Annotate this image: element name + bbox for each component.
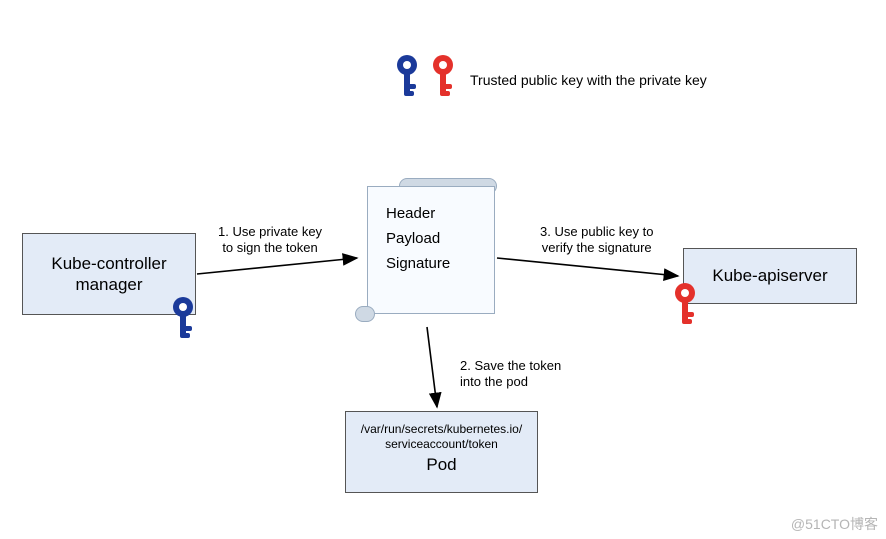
node-kube-apiserver: Kube-apiserver [683, 248, 857, 304]
edge-kcm-to-scroll [197, 258, 357, 274]
pod-path: /var/run/secrets/kubernetes.io/serviceac… [355, 418, 528, 452]
watermark: @51CTO博客 [791, 514, 878, 534]
scroll-line-signature: Signature [386, 255, 476, 272]
apiserver-title: Kube-apiserver [712, 265, 827, 286]
scroll-line-payload: Payload [386, 230, 476, 247]
scroll-line-header: Header [386, 205, 476, 222]
key-icon-red-top [428, 54, 458, 98]
token-scroll: Header Payload Signature [355, 178, 503, 328]
edge-scroll-to-pod [427, 327, 437, 407]
key-icon-blue-top [392, 54, 422, 98]
key-icon-blue-kcm [168, 296, 198, 340]
scroll-body: Header Payload Signature [367, 186, 495, 314]
key-icon-red-api [670, 282, 700, 326]
kcm-title: Kube-controllermanager [51, 253, 166, 296]
label-scroll-to-api: 3. Use public key toverify the signature [540, 224, 653, 255]
pod-title: Pod [426, 454, 456, 475]
label-kcm-to-scroll: 1. Use private keyto sign the token [218, 224, 322, 255]
node-pod: /var/run/secrets/kubernetes.io/serviceac… [345, 411, 538, 493]
scroll-curl-bottom [355, 306, 375, 322]
top-keys-label: Trusted public key with the private key [470, 72, 707, 89]
label-scroll-to-pod: 2. Save the tokeninto the pod [460, 358, 561, 389]
edge-scroll-to-api [497, 258, 678, 276]
